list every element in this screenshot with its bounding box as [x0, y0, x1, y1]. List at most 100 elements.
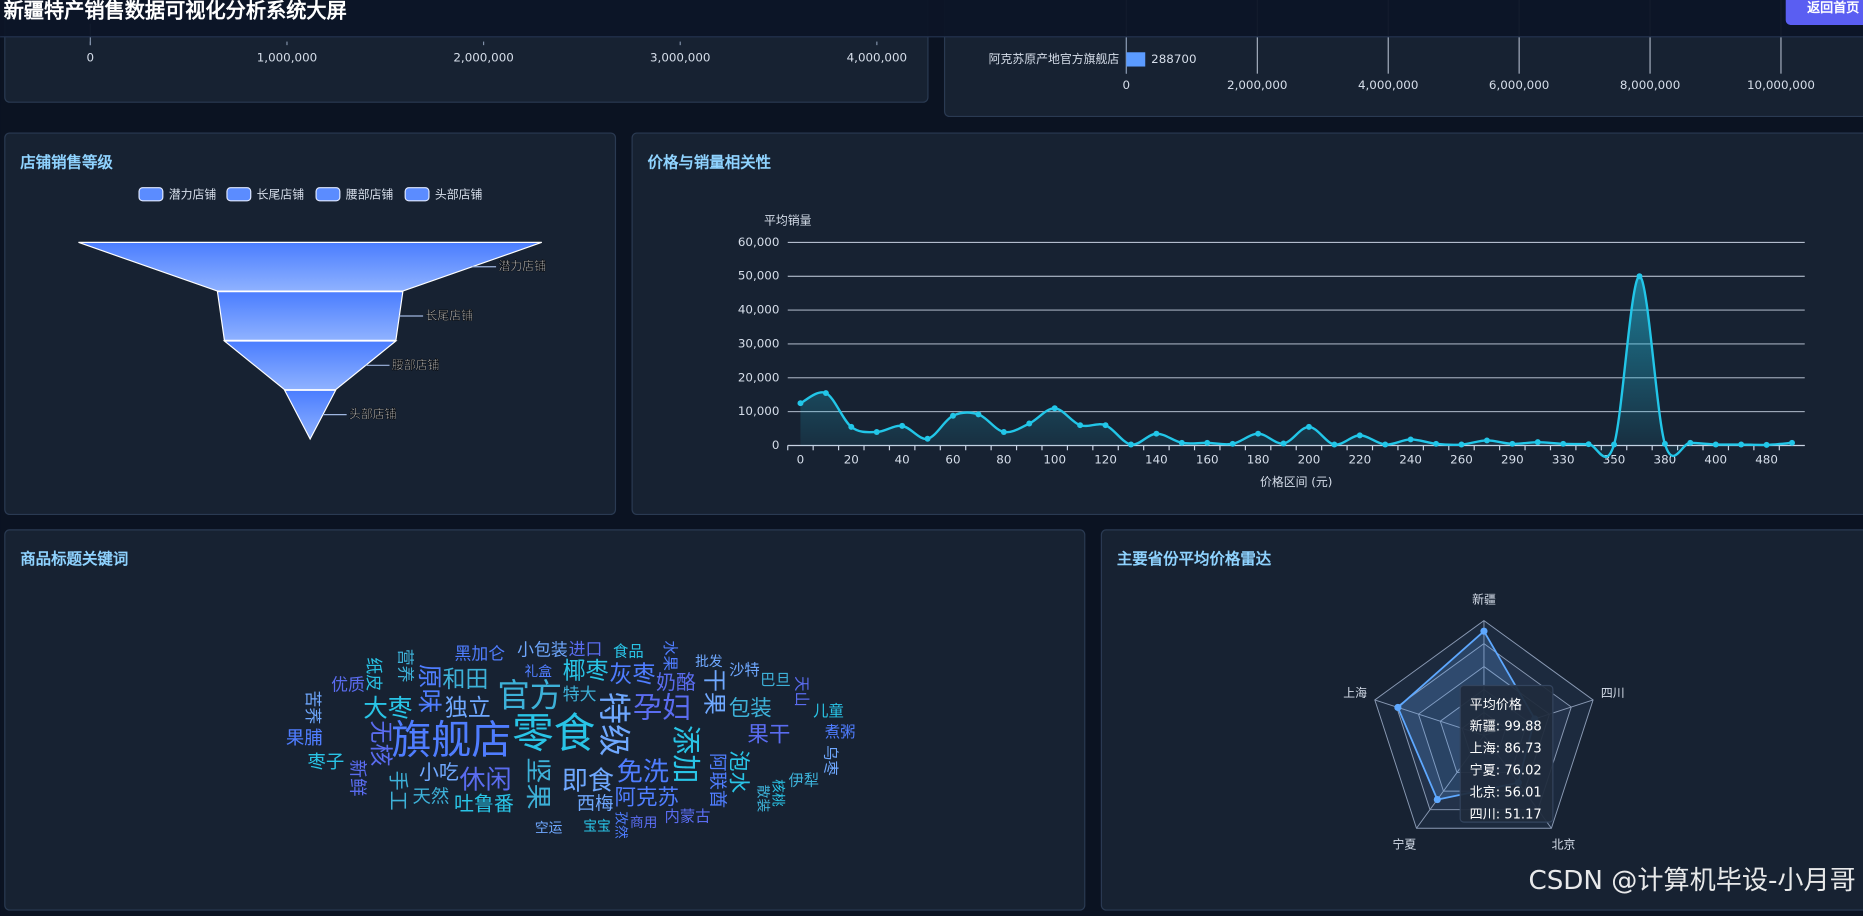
panel — [4, 529, 1086, 911]
x-tick-label: 330 — [1552, 452, 1575, 466]
keyword: 煮粥 — [825, 723, 856, 741]
keyword: 新鲜 — [347, 760, 368, 797]
tooltip-box — [1459, 684, 1554, 823]
point — [1026, 420, 1033, 427]
x-tick-label: 2,000,000 — [1227, 78, 1287, 92]
keyword: 西梅 — [577, 794, 614, 815]
x-tick-label: 3,000,000 — [650, 51, 710, 65]
point — [1255, 430, 1262, 437]
keyword: 果脯 — [286, 728, 323, 749]
keyword: 旗舰店 — [391, 717, 511, 763]
x-tick-label: 140 — [1145, 452, 1168, 466]
tooltip-line: 宁夏: 76.02 — [1470, 763, 1542, 779]
x-tick-label: 20 — [844, 452, 859, 466]
home-button-label[interactable]: 返回首页 — [1807, 0, 1859, 16]
panel-title: 主要省份平均价格雷达 — [1117, 549, 1272, 568]
point — [1789, 439, 1795, 446]
legend-icon — [315, 187, 341, 202]
y-tick-label: 阿克苏原产地官方旗舰店 — [989, 52, 1120, 66]
funnel-label: 潜力店铺 — [498, 259, 546, 273]
keyword: 黑加仑 — [455, 643, 506, 663]
point — [1636, 273, 1643, 280]
point — [822, 390, 829, 397]
point — [1382, 441, 1389, 448]
x-tick-label: 1,000,000 — [257, 51, 317, 65]
panel-title: 店铺销售等级 — [20, 152, 113, 171]
keyword: 椰枣 — [563, 659, 609, 685]
funnel-label: 长尾店铺 — [425, 309, 473, 323]
keyword: 纸皮 — [364, 657, 384, 691]
keyword: 官方 — [497, 676, 562, 714]
legend-label: 头部店铺 — [435, 187, 483, 201]
x-tick-label: 260 — [1450, 452, 1473, 466]
x-tick-label: 0 — [87, 51, 95, 65]
keyword: 商用 — [630, 815, 658, 831]
keyword: 免洗 — [617, 757, 669, 787]
point — [1687, 439, 1694, 446]
tooltip-line: 新疆: 99.88 — [1470, 719, 1542, 735]
point — [1763, 441, 1770, 448]
keyword: 休闲 — [459, 765, 511, 795]
area — [800, 276, 1793, 457]
keyword: 灰枣 — [609, 662, 655, 688]
point — [1051, 405, 1058, 412]
x-tick-label: 220 — [1348, 452, 1371, 466]
keyword: 原味 — [415, 664, 444, 713]
radar-indicator: 四川 — [1601, 686, 1625, 700]
point — [1128, 441, 1134, 448]
x-tick-label: 4,000,000 — [847, 51, 907, 65]
watermark: CSDN @计算机毕设-小月哥 — [1528, 866, 1855, 896]
keyword: 阿联酋 — [707, 753, 728, 808]
header-bar — [0, 0, 1863, 37]
point — [1077, 422, 1084, 429]
y-tick-label: 30,000 — [738, 336, 780, 350]
x-tick-label: 400 — [1704, 452, 1727, 466]
legend-icon — [226, 187, 252, 202]
point — [797, 400, 804, 407]
funnel-label: 腰部店铺 — [392, 358, 440, 372]
keyword: 和田 — [442, 667, 488, 693]
x-tick-label: 10,000,000 — [1747, 78, 1815, 92]
panel-title: 价格与销量相关性 — [648, 152, 772, 171]
panel-title: 商品标题关键词 — [20, 549, 128, 568]
keyword: 泡水 — [725, 750, 750, 793]
keyword: 奶酪 — [656, 670, 696, 694]
keyword: 大枣 — [363, 693, 412, 722]
keyword: 即食 — [562, 766, 614, 796]
home-button[interactable] — [1785, 0, 1863, 25]
keyword: 巴旦 — [760, 671, 791, 689]
legend-label: 长尾店铺 — [257, 187, 305, 201]
legend-icon — [138, 187, 164, 202]
x-tick-label: 80 — [996, 452, 1011, 466]
point — [873, 429, 880, 435]
x-tick-label: 4,000,000 — [1358, 78, 1418, 92]
keyword: 内蒙古 — [665, 808, 711, 826]
keyword: 进口 — [569, 639, 603, 659]
point — [1661, 440, 1668, 447]
radar-point — [1480, 627, 1488, 635]
keyword: 天山 — [792, 676, 810, 707]
keyword: 水果 — [661, 640, 679, 671]
keyword: 孜然 — [613, 811, 630, 839]
point — [1280, 440, 1287, 447]
point — [1560, 440, 1567, 447]
radar-point — [1394, 703, 1402, 712]
x-tick-label: 240 — [1399, 452, 1422, 466]
keyword: 批发 — [695, 654, 723, 670]
point — [1458, 441, 1465, 448]
keyword: 伊犁 — [788, 772, 819, 790]
x-tick-label: 0 — [797, 452, 805, 466]
x-tick-label: 180 — [1247, 452, 1270, 466]
keyword: 空运 — [535, 820, 563, 836]
keyword: 阿克苏 — [615, 786, 680, 811]
point — [1433, 440, 1440, 447]
keyword: 特级 — [595, 692, 633, 757]
funnel-label: 头部店铺 — [349, 407, 397, 421]
tooltip-title: 平均价格 — [1470, 697, 1522, 713]
keyword: 核桃 — [770, 779, 786, 807]
keyword: 食品 — [613, 642, 644, 660]
point — [848, 423, 855, 430]
point — [1178, 439, 1185, 446]
x-tick-label: 6,000,000 — [1489, 78, 1549, 92]
